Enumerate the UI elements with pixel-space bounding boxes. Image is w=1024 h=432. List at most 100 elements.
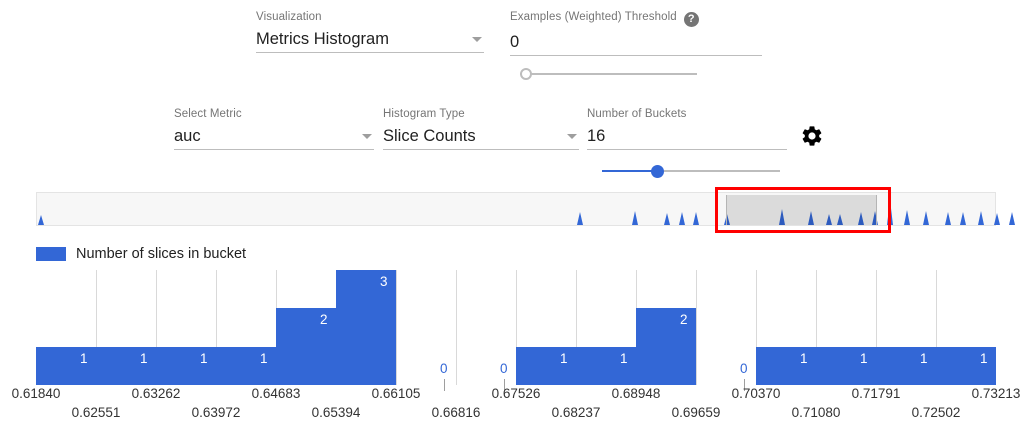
visualization-field[interactable]: Visualization Metrics Histogram <box>256 10 484 53</box>
legend-label: Number of slices in bucket <box>76 246 247 262</box>
metrics-histogram-chart[interactable]: 1 1 1 1 2 3 0 0 1 1 2 0 1 1 1 1 <box>36 270 996 391</box>
threshold-slider-track[interactable] <box>520 73 697 75</box>
brush-spike <box>872 211 879 225</box>
chevron-down-icon[interactable] <box>362 133 372 139</box>
number-of-buckets-slider[interactable] <box>602 162 780 180</box>
brush-spike <box>693 212 700 225</box>
histogram-bar-value: 1 <box>620 350 628 366</box>
x-axis-tick-label: 0.67526 <box>491 386 541 401</box>
x-axis-tick-label: 0.69659 <box>671 405 721 420</box>
brush-spike <box>903 210 910 225</box>
brush-spike <box>886 200 893 225</box>
select-metric-field[interactable]: Select Metric auc <box>174 107 374 150</box>
histogram-bar[interactable] <box>156 346 216 385</box>
threshold-value: 0 <box>510 33 520 51</box>
x-axis-tick-label: 0.65394 <box>311 405 361 420</box>
help-circle-icon[interactable]: ? <box>683 12 699 27</box>
histogram-bar[interactable] <box>216 346 276 385</box>
number-of-buckets-input[interactable]: 16 <box>587 123 787 150</box>
histogram-type-field[interactable]: Histogram Type Slice Counts <box>383 107 579 150</box>
zero-tick <box>744 379 745 391</box>
brush-spike <box>808 211 815 225</box>
histogram-bar-value: 1 <box>980 350 988 366</box>
brush-spike <box>923 211 930 225</box>
x-axis-tick-label: 0.73213 <box>971 386 1021 401</box>
histogram-bar-value: 1 <box>560 350 568 366</box>
gridline <box>816 270 817 385</box>
histogram-bar[interactable] <box>576 346 636 385</box>
visualization-select[interactable]: Metrics Histogram <box>256 26 484 53</box>
threshold-slider-thumb[interactable] <box>520 68 532 80</box>
brush-spike <box>664 213 671 225</box>
gridline <box>936 270 937 385</box>
histogram-plot-area[interactable]: 1 1 1 1 2 3 0 0 1 1 2 0 1 1 1 1 <box>36 270 996 391</box>
number-of-buckets-value: 16 <box>587 127 606 145</box>
histogram-bar[interactable] <box>96 346 156 385</box>
histogram-bar-value: 3 <box>380 274 388 289</box>
histogram-type-select[interactable]: Slice Counts <box>383 123 579 150</box>
brush-spike <box>993 213 1000 225</box>
chevron-down-icon[interactable] <box>567 133 577 139</box>
brush-spike <box>779 209 786 225</box>
brush-spike <box>678 212 685 225</box>
buckets-slider-track[interactable] <box>602 170 780 172</box>
x-axis-tick-label: 0.71080 <box>791 405 841 420</box>
brush-spike <box>577 212 584 225</box>
threshold-label: Examples (Weighted) Threshold? <box>510 10 762 27</box>
histogram-type-label: Histogram Type <box>383 108 465 120</box>
gridline <box>156 270 157 385</box>
histogram-bar[interactable] <box>36 346 96 385</box>
select-metric-select[interactable]: auc <box>174 123 374 150</box>
brush-spike <box>1009 212 1016 225</box>
x-axis-tick-label: 0.72502 <box>911 405 961 420</box>
x-axis: 0.61840 0.62551 0.63262 0.63972 0.64683 0.653… <box>0 386 1024 432</box>
histogram-bar-value: 1 <box>800 350 808 366</box>
x-axis-tick-label: 0.61840 <box>11 386 61 401</box>
brush-spike <box>826 214 833 225</box>
x-axis-tick-label: 0.71791 <box>851 386 901 401</box>
brush-spike <box>857 212 864 225</box>
histogram-bar-value: 2 <box>680 312 688 328</box>
gridline <box>756 270 757 385</box>
visualization-label: Visualization <box>256 11 322 23</box>
buckets-slider-fill <box>602 170 657 172</box>
threshold-field[interactable]: Examples (Weighted) Threshold? 0 <box>510 10 762 56</box>
histogram-bar[interactable] <box>816 346 876 385</box>
histogram-bar[interactable] <box>756 346 816 385</box>
x-axis-tick-label: 0.63262 <box>131 386 181 401</box>
gear-icon[interactable] <box>800 124 824 153</box>
chevron-down-icon[interactable] <box>472 36 482 42</box>
chart-legend: Number of slices in bucket <box>36 246 246 262</box>
buckets-slider-thumb[interactable] <box>651 165 664 178</box>
x-axis-tick-label: 0.68948 <box>611 386 661 401</box>
x-axis-tick-label: 0.70370 <box>731 386 781 401</box>
histogram-bar[interactable] <box>336 270 396 385</box>
gridline <box>576 270 577 385</box>
brush-selection-window[interactable] <box>725 195 878 225</box>
histogram-bar[interactable] <box>636 308 696 385</box>
histogram-bar-value: 1 <box>920 350 928 366</box>
histogram-bar[interactable] <box>516 346 576 385</box>
brush-spike <box>631 211 638 225</box>
gridline <box>96 270 97 385</box>
histogram-bar-value: 1 <box>260 350 268 366</box>
x-axis-tick-label: 0.62551 <box>71 405 121 420</box>
histogram-bar[interactable] <box>876 346 936 385</box>
brush-spike <box>977 211 984 225</box>
histogram-bar-value: 1 <box>80 350 88 366</box>
gridline <box>216 270 217 385</box>
histogram-type-value: Slice Counts <box>383 127 476 145</box>
brush-spike <box>960 212 967 225</box>
histogram-bar[interactable] <box>936 346 996 385</box>
histogram-bar-value: 0 <box>740 361 748 376</box>
brush-overview-strip[interactable] <box>36 192 1024 226</box>
number-of-buckets-field[interactable]: Number of Buckets 16 <box>587 107 787 150</box>
select-metric-value: auc <box>174 127 201 145</box>
histogram-bar[interactable] <box>276 308 336 385</box>
gridline <box>456 270 457 385</box>
zero-tick <box>444 379 445 391</box>
number-of-buckets-label: Number of Buckets <box>587 108 687 120</box>
threshold-input[interactable]: 0 <box>510 29 762 56</box>
threshold-slider[interactable] <box>520 65 697 83</box>
x-axis-tick-label: 0.64683 <box>251 386 301 401</box>
